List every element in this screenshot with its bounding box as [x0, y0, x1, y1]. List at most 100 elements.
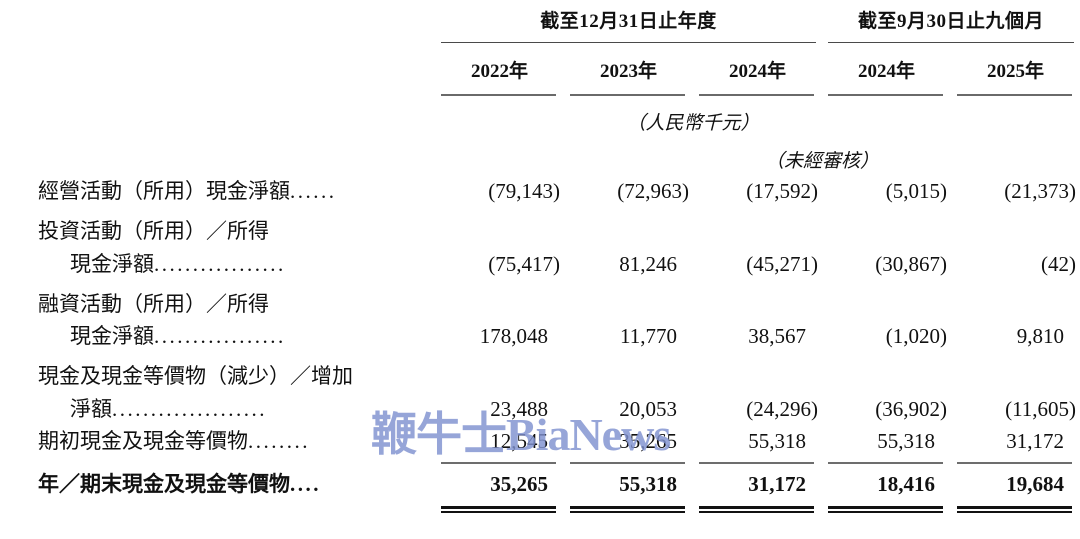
column-header-2024-nine-months: 2024年: [858, 61, 916, 82]
cell-value: (21,373): [1004, 179, 1077, 203]
table-row: 期初現金及現金等價物........ 12,545 35,265 55,318 55,3…: [0, 425, 1080, 457]
dot-leader: ........: [248, 429, 310, 454]
unit-spacer: [0, 101, 435, 138]
audit-pad-2: [564, 138, 693, 175]
row-label-text: 現金淨額: [70, 251, 154, 276]
cell-value: [822, 215, 951, 247]
cell-value: 19,684: [1006, 472, 1065, 497]
cell-value: 55,318: [619, 472, 677, 497]
row-label: 期初現金及現金等價物........: [0, 425, 435, 457]
group-header-rule-row: [0, 38, 1080, 47]
group-header-annual: 截至12月31日止年度: [540, 11, 717, 32]
table-row: 經營活動（所用）現金淨額...... (79,143) (72,963) (17,59…: [0, 175, 1080, 207]
cell-value: (36,902): [875, 396, 948, 421]
row-label: 現金淨額.................: [0, 248, 435, 280]
cell-value: (45,271): [746, 251, 819, 276]
unit-note-row: （人民幣千元）: [0, 101, 1080, 138]
group-rule-annual: [435, 38, 822, 47]
row-label-text: 經營活動（所用）現金淨額: [38, 179, 290, 203]
cell-value: (30,867): [875, 251, 948, 276]
table-row: 投資活動（所用）／所得: [0, 215, 1080, 247]
cell-value: (42): [1041, 251, 1077, 276]
row-label: 經營活動（所用）現金淨額......: [0, 175, 435, 207]
rule-spacer-label: [0, 38, 435, 47]
cell-value: [693, 215, 822, 247]
cell-value: 20,053: [619, 396, 677, 421]
group-header-nine-months: 截至9月30日止九個月: [858, 11, 1045, 32]
cell-value: (11,605): [1005, 396, 1077, 421]
cash-flow-table: 截至12月31日止年度 截至9月30日止九個月 2022年 2023年 2024…: [0, 0, 1080, 515]
cell-value: 23,488: [490, 396, 548, 421]
column-rule-5: [951, 89, 1080, 101]
cell-value: (79,143): [488, 179, 560, 203]
row-label-text: 淨額: [70, 396, 112, 421]
cell-value: [693, 288, 822, 320]
dot-leader: ....: [290, 472, 321, 497]
dot-leader: ......: [290, 179, 337, 203]
table-row: 淨額.................... 23,488 20,053 (24,29…: [0, 393, 1080, 425]
column-rule-2: [564, 89, 693, 101]
cell-value: 55,318: [748, 429, 807, 454]
column-header-2025-nine-months: 2025年: [987, 61, 1045, 82]
cell-value: [435, 215, 564, 247]
cell-value: 12,545: [490, 429, 548, 454]
total-top-rule-row: [0, 457, 1080, 468]
cell-value: [564, 360, 693, 392]
dot-leader: .................: [154, 324, 286, 349]
total-bottom-rule: [693, 501, 822, 515]
cell-value: (72,963): [617, 179, 689, 203]
row-label: 年／期末現金及現金等價物....: [0, 468, 435, 500]
row-spacer: [0, 280, 1080, 288]
audit-note-row: （未經審核）: [0, 138, 1080, 175]
cell-value: 35,265: [619, 429, 677, 454]
unit-pad-1: [435, 101, 564, 138]
dot-leader: .................: [154, 251, 286, 276]
row-label: 現金及現金等價物（減少）／增加: [0, 360, 435, 392]
row-label: 現金淨額.................: [0, 320, 435, 352]
row-label-text: 投資活動（所用）／所得: [38, 219, 269, 244]
column-header-2024-annual: 2024年: [729, 61, 787, 82]
row-spacer: [0, 207, 1080, 215]
column-header-2022: 2022年: [470, 61, 528, 82]
cell-value: [435, 288, 564, 320]
table-row: 現金及現金等價物（減少）／增加: [0, 360, 1080, 392]
column-header-rule-row: [0, 89, 1080, 101]
cell-value: 38,567: [748, 324, 807, 349]
cell-value: [951, 360, 1080, 392]
cell-value: 35,265: [490, 472, 548, 497]
table-row: 現金淨額................. 178,048 11,770 38,567…: [0, 320, 1080, 352]
row-spacer: [0, 352, 1080, 360]
row-label: 融資活動（所用）／所得: [0, 288, 435, 320]
unit-pad-2: [822, 101, 951, 138]
table-row: 現金淨額................. (75,417) 81,246 (45,2…: [0, 248, 1080, 280]
cell-value: 55,318: [877, 429, 936, 454]
total-bottom-rule: [564, 501, 693, 515]
cell-value: [564, 288, 693, 320]
unit-note: （人民幣千元）: [626, 113, 760, 134]
year-row-spacer: [0, 47, 435, 89]
column-header-2023: 2023年: [599, 61, 657, 82]
group-header-row: 截至12月31日止年度 截至9月30日止九個月: [0, 0, 1080, 38]
total-row: 年／期末現金及現金等價物.... 35,265 55,318 31,172 18,416…: [0, 468, 1080, 500]
cell-value: 18,416: [877, 472, 936, 497]
cell-value: 31,172: [748, 472, 807, 497]
total-top-rule: [693, 457, 822, 468]
row-label-text: 現金及現金等價物（減少）／增加: [38, 364, 353, 389]
cell-value: [564, 215, 693, 247]
cell-value: [822, 360, 951, 392]
cell-value: 11,770: [620, 324, 677, 349]
total-bottom-rule: [951, 501, 1080, 515]
cell-value: [822, 288, 951, 320]
column-rule-1: [435, 89, 564, 101]
column-rule-3: [693, 89, 822, 101]
audit-pad-1: [435, 138, 564, 175]
total-bottom-rule: [822, 501, 951, 515]
corner-cell: [0, 0, 435, 38]
col-rule-spacer: [0, 89, 435, 101]
cell-value: 81,246: [619, 251, 677, 276]
cell-value: 178,048: [479, 324, 548, 349]
total-top-rule: [822, 457, 951, 468]
cell-value: [951, 288, 1080, 320]
total-top-rule: [435, 457, 564, 468]
